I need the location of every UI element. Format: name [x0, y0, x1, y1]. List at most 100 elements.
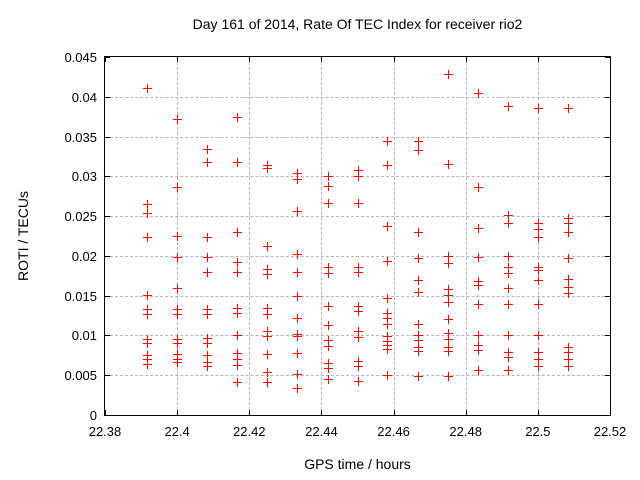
data-point-marker — [143, 290, 153, 300]
data-point-marker — [173, 349, 183, 359]
y-axis-tick — [605, 295, 610, 297]
data-point-marker — [443, 259, 453, 269]
data-point-marker — [353, 198, 363, 208]
data-point-marker — [473, 224, 483, 234]
data-point-marker — [533, 266, 543, 276]
data-point-marker — [143, 350, 153, 360]
x-axis-tick — [321, 57, 323, 62]
y-tick-label: 0.045 — [64, 50, 97, 65]
data-point-marker — [263, 309, 273, 319]
y-axis-tick — [605, 96, 610, 98]
data-point-marker — [233, 360, 243, 370]
data-point-marker — [143, 355, 153, 365]
y-axis-tick — [105, 96, 110, 98]
data-point-marker — [353, 267, 363, 277]
data-point-marker — [263, 378, 273, 388]
data-point-marker — [323, 181, 333, 191]
data-point-marker — [323, 268, 333, 278]
x-tick-label: 22.42 — [233, 424, 266, 439]
data-point-marker — [353, 263, 363, 273]
y-axis-tick — [605, 375, 610, 377]
data-point-marker — [293, 313, 303, 323]
data-point-marker — [353, 171, 363, 181]
data-point-marker — [563, 282, 573, 292]
data-point-marker — [173, 309, 183, 319]
data-point-marker — [143, 200, 153, 210]
x-axis-tick — [610, 57, 611, 62]
data-point-marker — [293, 250, 303, 260]
y-axis-tick — [605, 136, 610, 138]
x-axis-tick — [610, 410, 611, 415]
data-point-marker — [203, 145, 213, 155]
data-point-marker — [473, 330, 483, 340]
x-axis-tick — [249, 57, 251, 62]
data-point-marker — [563, 342, 573, 352]
data-point-marker — [383, 136, 393, 146]
data-point-marker — [413, 342, 423, 352]
data-point-marker — [173, 232, 183, 241]
data-point-marker — [233, 309, 243, 319]
data-point-marker — [293, 332, 303, 342]
data-point-marker — [323, 341, 333, 351]
x-tick-label: 22.48 — [449, 424, 482, 439]
data-point-marker — [443, 334, 453, 344]
data-point-marker — [263, 265, 273, 275]
data-point-marker — [533, 361, 543, 371]
data-point-marker — [203, 362, 213, 372]
x-axis-tick — [465, 57, 467, 62]
data-point-marker — [233, 330, 243, 340]
data-point-marker — [503, 330, 513, 340]
data-point-marker — [203, 232, 213, 242]
data-point-marker — [473, 345, 483, 355]
data-point-marker — [473, 182, 483, 192]
data-point-marker — [503, 219, 513, 229]
data-point-marker — [503, 352, 513, 362]
data-point-marker — [353, 361, 363, 371]
data-point-marker — [203, 267, 213, 277]
y-axis-tick — [105, 255, 110, 257]
plot-area-border — [104, 56, 611, 416]
data-point-marker — [473, 299, 483, 309]
data-point-marker — [503, 300, 513, 310]
horizontal-gridline — [105, 216, 610, 218]
data-point-marker — [563, 219, 573, 229]
vertical-gridline — [321, 57, 323, 415]
horizontal-gridline — [105, 255, 610, 257]
data-point-marker — [413, 372, 423, 382]
data-point-marker — [293, 267, 303, 277]
data-point-marker — [173, 358, 183, 368]
data-point-marker — [413, 331, 423, 341]
data-point-marker — [323, 198, 333, 208]
data-point-marker — [173, 252, 183, 262]
data-point-marker — [563, 274, 573, 284]
data-point-marker — [323, 359, 333, 369]
data-point-marker — [353, 165, 363, 175]
data-point-marker — [533, 219, 543, 229]
data-point-marker — [533, 232, 543, 242]
horizontal-gridline — [105, 136, 610, 138]
data-point-marker — [173, 339, 183, 349]
data-point-marker — [383, 313, 393, 323]
data-point-marker — [173, 115, 183, 125]
data-point-marker — [293, 207, 303, 217]
data-point-marker — [353, 306, 363, 316]
data-point-marker — [443, 347, 453, 357]
data-point-marker — [563, 362, 573, 372]
data-point-marker — [533, 275, 543, 285]
data-point-marker — [533, 330, 543, 340]
data-point-marker — [353, 333, 363, 343]
data-point-marker — [443, 314, 453, 324]
data-point-marker — [293, 369, 303, 379]
data-point-marker — [413, 137, 423, 147]
data-point-marker — [383, 256, 393, 266]
data-point-marker — [383, 344, 393, 354]
data-point-marker — [443, 290, 453, 300]
data-point-marker — [293, 292, 303, 302]
x-axis-label: GPS time / hours — [304, 456, 411, 472]
data-point-marker — [233, 348, 243, 358]
data-point-marker — [293, 174, 303, 184]
data-point-marker — [533, 354, 543, 364]
data-point-marker — [473, 88, 483, 98]
data-point-marker — [353, 376, 363, 386]
